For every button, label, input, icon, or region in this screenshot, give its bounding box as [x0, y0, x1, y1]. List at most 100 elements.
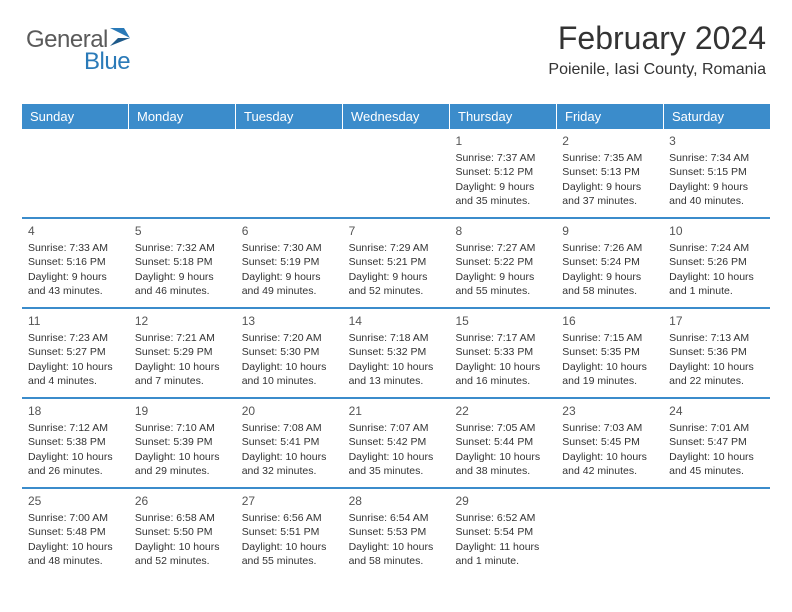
day-cell: 20Sunrise: 7:08 AMSunset: 5:41 PMDayligh… — [236, 399, 343, 487]
empty-day-cell — [129, 129, 236, 217]
day-cell: 3Sunrise: 7:34 AMSunset: 5:15 PMDaylight… — [663, 129, 770, 217]
day-number: 12 — [135, 313, 230, 329]
day-number: 6 — [242, 223, 337, 239]
day-cell: 16Sunrise: 7:15 AMSunset: 5:35 PMDayligh… — [556, 309, 663, 397]
week-row: 25Sunrise: 7:00 AMSunset: 5:48 PMDayligh… — [22, 487, 770, 577]
sunset-text: Sunset: 5:48 PM — [28, 525, 123, 539]
day-cell: 11Sunrise: 7:23 AMSunset: 5:27 PMDayligh… — [22, 309, 129, 397]
empty-day-cell — [22, 129, 129, 217]
sunset-text: Sunset: 5:47 PM — [669, 435, 764, 449]
sunset-text: Sunset: 5:39 PM — [135, 435, 230, 449]
sunset-text: Sunset: 5:32 PM — [349, 345, 444, 359]
empty-day-cell — [663, 489, 770, 577]
sunrise-text: Sunrise: 7:34 AM — [669, 151, 764, 165]
daylight-text: Daylight: 10 hours and 7 minutes. — [135, 360, 230, 388]
sunrise-text: Sunrise: 7:00 AM — [28, 511, 123, 525]
day-number: 1 — [455, 133, 550, 149]
sunset-text: Sunset: 5:22 PM — [455, 255, 550, 269]
day-cell: 13Sunrise: 7:20 AMSunset: 5:30 PMDayligh… — [236, 309, 343, 397]
week-row: 11Sunrise: 7:23 AMSunset: 5:27 PMDayligh… — [22, 307, 770, 397]
sunset-text: Sunset: 5:35 PM — [562, 345, 657, 359]
daylight-text: Daylight: 9 hours and 43 minutes. — [28, 270, 123, 298]
day-number: 17 — [669, 313, 764, 329]
sunrise-text: Sunrise: 7:26 AM — [562, 241, 657, 255]
daylight-text: Daylight: 9 hours and 55 minutes. — [455, 270, 550, 298]
sunrise-text: Sunrise: 7:05 AM — [455, 421, 550, 435]
sunrise-text: Sunrise: 7:35 AM — [562, 151, 657, 165]
sunrise-text: Sunrise: 7:23 AM — [28, 331, 123, 345]
day-cell: 24Sunrise: 7:01 AMSunset: 5:47 PMDayligh… — [663, 399, 770, 487]
sunrise-text: Sunrise: 7:20 AM — [242, 331, 337, 345]
day-number: 9 — [562, 223, 657, 239]
day-number: 16 — [562, 313, 657, 329]
day-cell: 23Sunrise: 7:03 AMSunset: 5:45 PMDayligh… — [556, 399, 663, 487]
sunrise-text: Sunrise: 7:07 AM — [349, 421, 444, 435]
sunset-text: Sunset: 5:54 PM — [455, 525, 550, 539]
day-cell: 21Sunrise: 7:07 AMSunset: 5:42 PMDayligh… — [343, 399, 450, 487]
day-number: 27 — [242, 493, 337, 509]
day-header-wednesday: Wednesday — [343, 104, 450, 129]
empty-day-cell — [343, 129, 450, 217]
day-cell: 8 Sunrise: 7:27 AMSunset: 5:22 PMDaylight… — [449, 219, 556, 307]
week-row: 18Sunrise: 7:12 AMSunset: 5:38 PMDayligh… — [22, 397, 770, 487]
sunset-text: Sunset: 5:51 PM — [242, 525, 337, 539]
weeks-container: 1Sunrise: 7:37 AMSunset: 5:12 PMDaylight… — [22, 129, 770, 577]
empty-day-cell — [556, 489, 663, 577]
day-cell: 22Sunrise: 7:05 AMSunset: 5:44 PMDayligh… — [449, 399, 556, 487]
daylight-text: Daylight: 10 hours and 48 minutes. — [28, 540, 123, 568]
sunrise-text: Sunrise: 7:18 AM — [349, 331, 444, 345]
daylight-text: Daylight: 10 hours and 1 minute. — [669, 270, 764, 298]
daylight-text: Daylight: 11 hours and 1 minute. — [455, 540, 550, 568]
daylight-text: Daylight: 9 hours and 40 minutes. — [669, 180, 764, 208]
day-number: 2 — [562, 133, 657, 149]
day-number: 29 — [455, 493, 550, 509]
daylight-text: Daylight: 9 hours and 58 minutes. — [562, 270, 657, 298]
daylight-text: Daylight: 10 hours and 32 minutes. — [242, 450, 337, 478]
empty-day-cell — [236, 129, 343, 217]
day-cell: 5Sunrise: 7:32 AMSunset: 5:18 PMDaylight… — [129, 219, 236, 307]
daylight-text: Daylight: 10 hours and 13 minutes. — [349, 360, 444, 388]
day-cell: 14 Sunrise: 7:18 AMSunset: 5:32 PMDayligh… — [343, 309, 450, 397]
day-cell: 7Sunrise: 7:29 AMSunset: 5:21 PMDaylight… — [343, 219, 450, 307]
daylight-text: Daylight: 10 hours and 45 minutes. — [669, 450, 764, 478]
sunset-text: Sunset: 5:18 PM — [135, 255, 230, 269]
sunrise-text: Sunrise: 7:12 AM — [28, 421, 123, 435]
day-number: 23 — [562, 403, 657, 419]
sunset-text: Sunset: 5:12 PM — [455, 165, 550, 179]
sunrise-text: Sunrise: 7:29 AM — [349, 241, 444, 255]
daylight-text: Daylight: 10 hours and 10 minutes. — [242, 360, 337, 388]
day-cell: 10Sunrise: 7:24 AMSunset: 5:26 PMDayligh… — [663, 219, 770, 307]
daylight-text: Daylight: 9 hours and 49 minutes. — [242, 270, 337, 298]
day-number: 8 — [455, 223, 550, 239]
day-cell: 1Sunrise: 7:37 AMSunset: 5:12 PMDaylight… — [449, 129, 556, 217]
day-number: 24 — [669, 403, 764, 419]
day-cell: 15Sunrise: 7:17 AMSunset: 5:33 PMDayligh… — [449, 309, 556, 397]
day-number: 25 — [28, 493, 123, 509]
day-header-row: SundayMondayTuesdayWednesdayThursdayFrid… — [22, 104, 770, 129]
location-text: Poienile, Iasi County, Romania — [548, 61, 766, 79]
day-number: 28 — [349, 493, 444, 509]
sunrise-text: Sunrise: 6:58 AM — [135, 511, 230, 525]
sunset-text: Sunset: 5:41 PM — [242, 435, 337, 449]
day-number: 22 — [455, 403, 550, 419]
sunset-text: Sunset: 5:13 PM — [562, 165, 657, 179]
sunset-text: Sunset: 5:50 PM — [135, 525, 230, 539]
week-row: 4Sunrise: 7:33 AMSunset: 5:16 PMDaylight… — [22, 217, 770, 307]
sunset-text: Sunset: 5:26 PM — [669, 255, 764, 269]
sunset-text: Sunset: 5:21 PM — [349, 255, 444, 269]
day-cell: 2Sunrise: 7:35 AMSunset: 5:13 PMDaylight… — [556, 129, 663, 217]
sunrise-text: Sunrise: 7:32 AM — [135, 241, 230, 255]
day-cell: 19Sunrise: 7:10 AMSunset: 5:39 PMDayligh… — [129, 399, 236, 487]
sunrise-text: Sunrise: 7:33 AM — [28, 241, 123, 255]
sunrise-text: Sunrise: 7:27 AM — [455, 241, 550, 255]
day-header-monday: Monday — [129, 104, 236, 129]
header: February 2024 Poienile, Iasi County, Rom… — [548, 20, 766, 79]
sunset-text: Sunset: 5:38 PM — [28, 435, 123, 449]
sunrise-text: Sunrise: 7:03 AM — [562, 421, 657, 435]
daylight-text: Daylight: 9 hours and 35 minutes. — [455, 180, 550, 208]
sunset-text: Sunset: 5:36 PM — [669, 345, 764, 359]
sunrise-text: Sunrise: 7:10 AM — [135, 421, 230, 435]
day-cell: 25 Sunrise: 7:00 AMSunset: 5:48 PMDayligh… — [22, 489, 129, 577]
day-header-tuesday: Tuesday — [236, 104, 343, 129]
day-number: 14 — [349, 313, 444, 329]
